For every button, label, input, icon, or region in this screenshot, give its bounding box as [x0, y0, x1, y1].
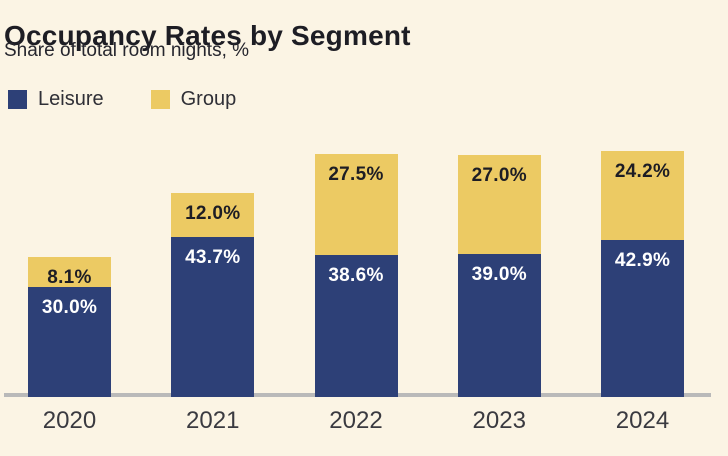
- x-axis-labels: 2020 2021 2022 2023 2024: [0, 407, 728, 435]
- chart-title: Occupancy Rates by Segment: [4, 19, 411, 51]
- chart-subtitle: Share of total room nights, %: [4, 40, 250, 61]
- bar-segment-group-2022: 27.5%: [314, 154, 398, 256]
- legend-label: Group: [180, 88, 237, 110]
- leisure-value-label: 39.0%: [471, 263, 527, 285]
- bar-segment-group-2021: 12.0%: [171, 192, 255, 237]
- leisure-swatch-icon: [8, 90, 27, 109]
- bar-segment-leisure-2024: 42.9%: [601, 239, 684, 397]
- group-value-label: 8.1%: [47, 267, 92, 289]
- x-axis-label-2022: 2022: [329, 407, 383, 434]
- legend-item-group: Group: [150, 88, 237, 111]
- bar-segment-group-2023: 27.0%: [457, 154, 541, 254]
- leisure-value-label: 30.0%: [41, 296, 98, 318]
- group-value-label: 24.2%: [614, 160, 671, 182]
- legend-item-leisure: Leisure: [8, 88, 104, 111]
- bars-container: 8.1% 30.0% 12.0% 43.7% 27.5% 38.6% 27.0% 39.0% 2…: [0, 130, 728, 397]
- group-value-label: 12.0%: [185, 202, 241, 224]
- leisure-value-label: 43.7%: [185, 246, 241, 268]
- legend: Leisure Group: [8, 88, 236, 111]
- group-swatch-icon: [150, 90, 170, 109]
- stacked-bar-chart: 8.1% 30.0% 12.0% 43.7% 27.5% 38.6% 27.0% 39.0% 2…: [0, 130, 728, 397]
- leisure-value-label: 42.9%: [614, 249, 671, 271]
- legend-label: Leisure: [38, 88, 104, 110]
- bar-group-2024: 24.2% 42.9%: [601, 150, 684, 397]
- group-value-label: 27.5%: [328, 164, 384, 186]
- x-axis-label-2024: 2024: [615, 407, 670, 434]
- bar-segment-leisure-2023: 39.0%: [457, 253, 541, 397]
- bar-group-2020: 8.1% 30.0%: [28, 257, 111, 397]
- bar-segment-leisure-2021: 43.7%: [171, 236, 255, 397]
- bar-segment-leisure-2020: 30.0%: [28, 286, 111, 397]
- group-value-label: 27.0%: [471, 164, 527, 186]
- leisure-value-label: 38.6%: [328, 265, 384, 287]
- x-axis-label-2021: 2021: [186, 407, 240, 434]
- bar-group-2021: 12.0% 43.7%: [171, 192, 255, 397]
- bar-segment-group-2020: 8.1%: [28, 257, 111, 289]
- x-axis-label-2020: 2020: [42, 407, 97, 434]
- bar-segment-group-2024: 24.2%: [601, 150, 684, 240]
- bar-group-2022: 27.5% 38.6%: [314, 154, 398, 397]
- bar-group-2023: 27.0% 39.0%: [457, 154, 541, 397]
- x-axis-label-2023: 2023: [472, 407, 526, 434]
- bar-segment-leisure-2022: 38.6%: [314, 255, 398, 397]
